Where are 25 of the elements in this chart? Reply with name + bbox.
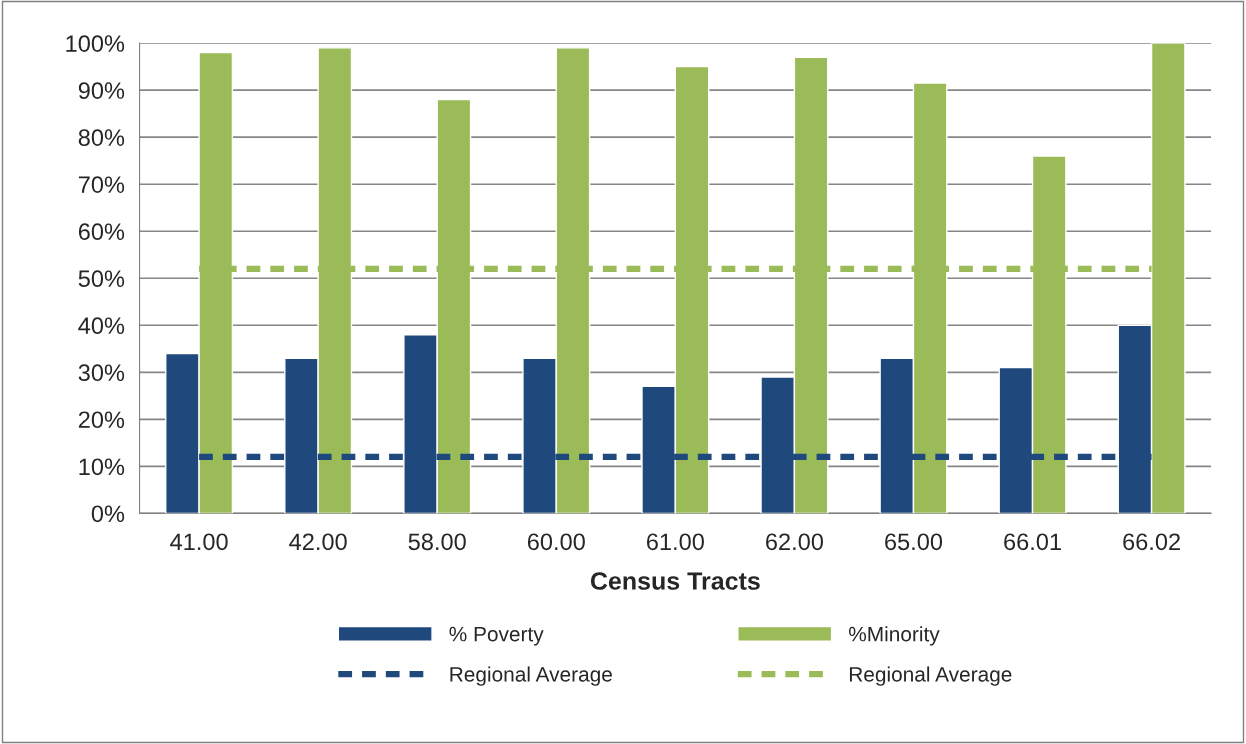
y-tick-label: 80% — [78, 129, 125, 146]
y-tick-label: 30% — [78, 364, 125, 382]
legend-label: Regional Average — [450, 666, 612, 686]
y-tick-label: 0% — [91, 505, 125, 523]
x-tick-label: 60.00 — [527, 533, 585, 551]
x-tick-label: 65.00 — [885, 533, 943, 551]
x-tick-label: 62.00 — [766, 533, 824, 551]
legend-label: Regional Average — [849, 666, 1012, 686]
y-tick-label: 50% — [78, 270, 125, 288]
x-tick-label: 58.00 — [408, 533, 466, 551]
x-tick-label: 66.01 — [1004, 533, 1061, 551]
legend-label: % Poverty — [449, 626, 544, 646]
y-tick-label: 10% — [79, 458, 125, 476]
y-tick-label: 60% — [78, 223, 125, 241]
x-tick-label: 42.00 — [289, 533, 347, 551]
y-tick-label: 70% — [78, 176, 125, 193]
x-tick-label: 41.00 — [170, 533, 228, 551]
y-tick-label: 40% — [78, 317, 125, 335]
x-tick-label: 61.00 — [646, 533, 704, 551]
y-tick-label: 90% — [78, 82, 125, 99]
y-tick-label: 100% — [66, 35, 125, 52]
legend-label: %Minority — [848, 626, 940, 646]
x-tick-label: 66.02 — [1123, 533, 1180, 551]
y-tick-label: 20% — [78, 411, 125, 429]
x-axis-title: Census Tracts — [590, 572, 760, 590]
